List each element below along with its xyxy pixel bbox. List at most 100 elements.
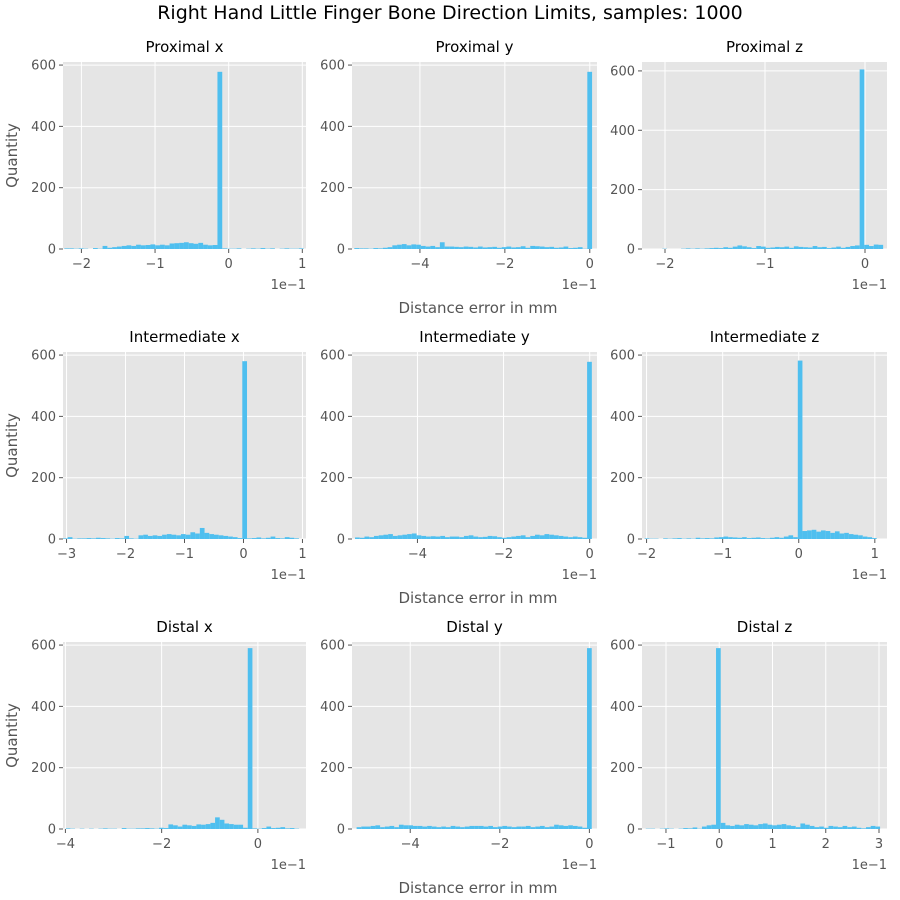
histogram-bar: [558, 825, 564, 829]
histogram-bar: [839, 533, 845, 539]
histogram-bar: [169, 243, 175, 249]
y-tick-label: 200: [31, 181, 56, 196]
histogram-bar: [363, 248, 369, 249]
histogram-bar: [746, 247, 752, 249]
axis-offset-label: 1e−1: [271, 568, 306, 583]
histogram-bar: [664, 828, 670, 829]
histogram-bar: [408, 825, 414, 829]
histogram-bar: [373, 248, 379, 249]
histogram-bar: [783, 536, 789, 539]
histogram-bar: [828, 825, 834, 829]
histogram-bar: [751, 248, 757, 249]
histogram-bar: [525, 247, 531, 249]
histogram-bar: [492, 536, 498, 539]
histogram-bar: [709, 538, 715, 539]
histogram-bar: [112, 247, 117, 249]
histogram-bar: [793, 246, 799, 249]
histogram-bar: [582, 827, 588, 829]
x-tick-label: −1: [145, 257, 164, 272]
histogram-bar: [228, 536, 233, 539]
histogram-bar: [779, 537, 784, 539]
histogram-bar: [530, 535, 535, 539]
histogram-bar: [756, 246, 761, 249]
histogram-bar: [430, 245, 436, 249]
histogram-bar: [711, 824, 717, 829]
histogram-bar: [492, 827, 498, 829]
histogram-bar: [454, 536, 460, 539]
histogram-bar: [725, 825, 731, 829]
histogram-bar: [683, 828, 688, 829]
axis-offset-label: 1e−1: [562, 278, 597, 293]
histogram-bar: [289, 828, 295, 829]
histogram-bar: [516, 535, 521, 539]
histogram-bar: [413, 825, 418, 829]
histogram-bar: [155, 245, 161, 249]
y-tick-label: 200: [320, 471, 345, 486]
histogram-bar: [275, 538, 281, 539]
histogram-bar: [487, 247, 493, 249]
x-tick-label: −1: [713, 547, 732, 562]
histogram-bar: [463, 535, 469, 539]
histogram-bar: [203, 244, 208, 249]
histogram-bar: [511, 827, 517, 829]
histogram-bar: [145, 245, 151, 249]
histogram-bar: [238, 824, 244, 829]
histogram-bar: [444, 246, 450, 249]
histogram-bar: [359, 537, 365, 539]
histogram-bar: [758, 824, 763, 829]
histogram-bar: [866, 827, 871, 829]
histogram-bar: [152, 535, 158, 539]
y-tick-label: 200: [320, 761, 345, 776]
histogram-bar: [86, 538, 92, 539]
x-tick-label: −1: [656, 837, 675, 852]
histogram-bar: [187, 825, 192, 829]
histogram-bar: [700, 538, 705, 539]
histogram-bar: [823, 827, 829, 829]
histogram-bar: [840, 247, 846, 249]
x-tick-label: 0: [715, 837, 723, 852]
histogram-bar: [587, 71, 593, 249]
histogram-bar: [218, 535, 224, 539]
histogram-bar: [730, 825, 735, 829]
histogram-bar: [389, 825, 395, 829]
histogram-bar: [872, 538, 877, 539]
histogram-bar: [370, 825, 376, 829]
x-tick-label: −3: [57, 547, 76, 562]
histogram-bar: [706, 825, 712, 829]
histogram-bar: [210, 822, 216, 829]
histogram-bar: [834, 531, 840, 539]
histogram-bar: [809, 825, 815, 829]
y-tick-label: 600: [320, 59, 345, 74]
histogram-bar: [373, 535, 379, 539]
histogram-bar: [751, 537, 757, 539]
histogram-bar: [464, 826, 470, 829]
histogram-bar: [525, 537, 531, 539]
histogram-bar: [394, 827, 399, 829]
axis-offset-label: 1e−1: [852, 278, 887, 293]
histogram-bar: [793, 537, 798, 539]
histogram-bar: [507, 826, 512, 829]
x-tick-label: −2: [116, 547, 135, 562]
histogram-bar: [687, 828, 693, 829]
histogram-bar: [488, 825, 493, 829]
histogram-bar: [102, 245, 108, 249]
y-tick-label: 400: [610, 700, 635, 715]
histogram-bar: [807, 530, 812, 539]
histogram-bar: [817, 247, 823, 249]
axis-offset-label: 1e−1: [271, 858, 306, 873]
histogram-bar: [247, 538, 252, 539]
histogram-bar: [819, 826, 824, 829]
histogram-bar: [784, 246, 790, 249]
y-tick-label: 600: [610, 64, 635, 79]
histogram-bar: [177, 826, 183, 829]
y-tick-label: 0: [337, 243, 345, 258]
histogram-bar: [492, 246, 497, 249]
histogram-bar: [174, 243, 180, 249]
histogram-bar: [520, 535, 526, 539]
y-tick-label: 0: [48, 533, 56, 548]
histogram-bar: [64, 248, 70, 249]
y-tick-label: 400: [320, 120, 345, 135]
histogram-bar: [587, 648, 592, 829]
histogram-bar: [450, 825, 456, 829]
histogram-bar: [431, 826, 437, 829]
